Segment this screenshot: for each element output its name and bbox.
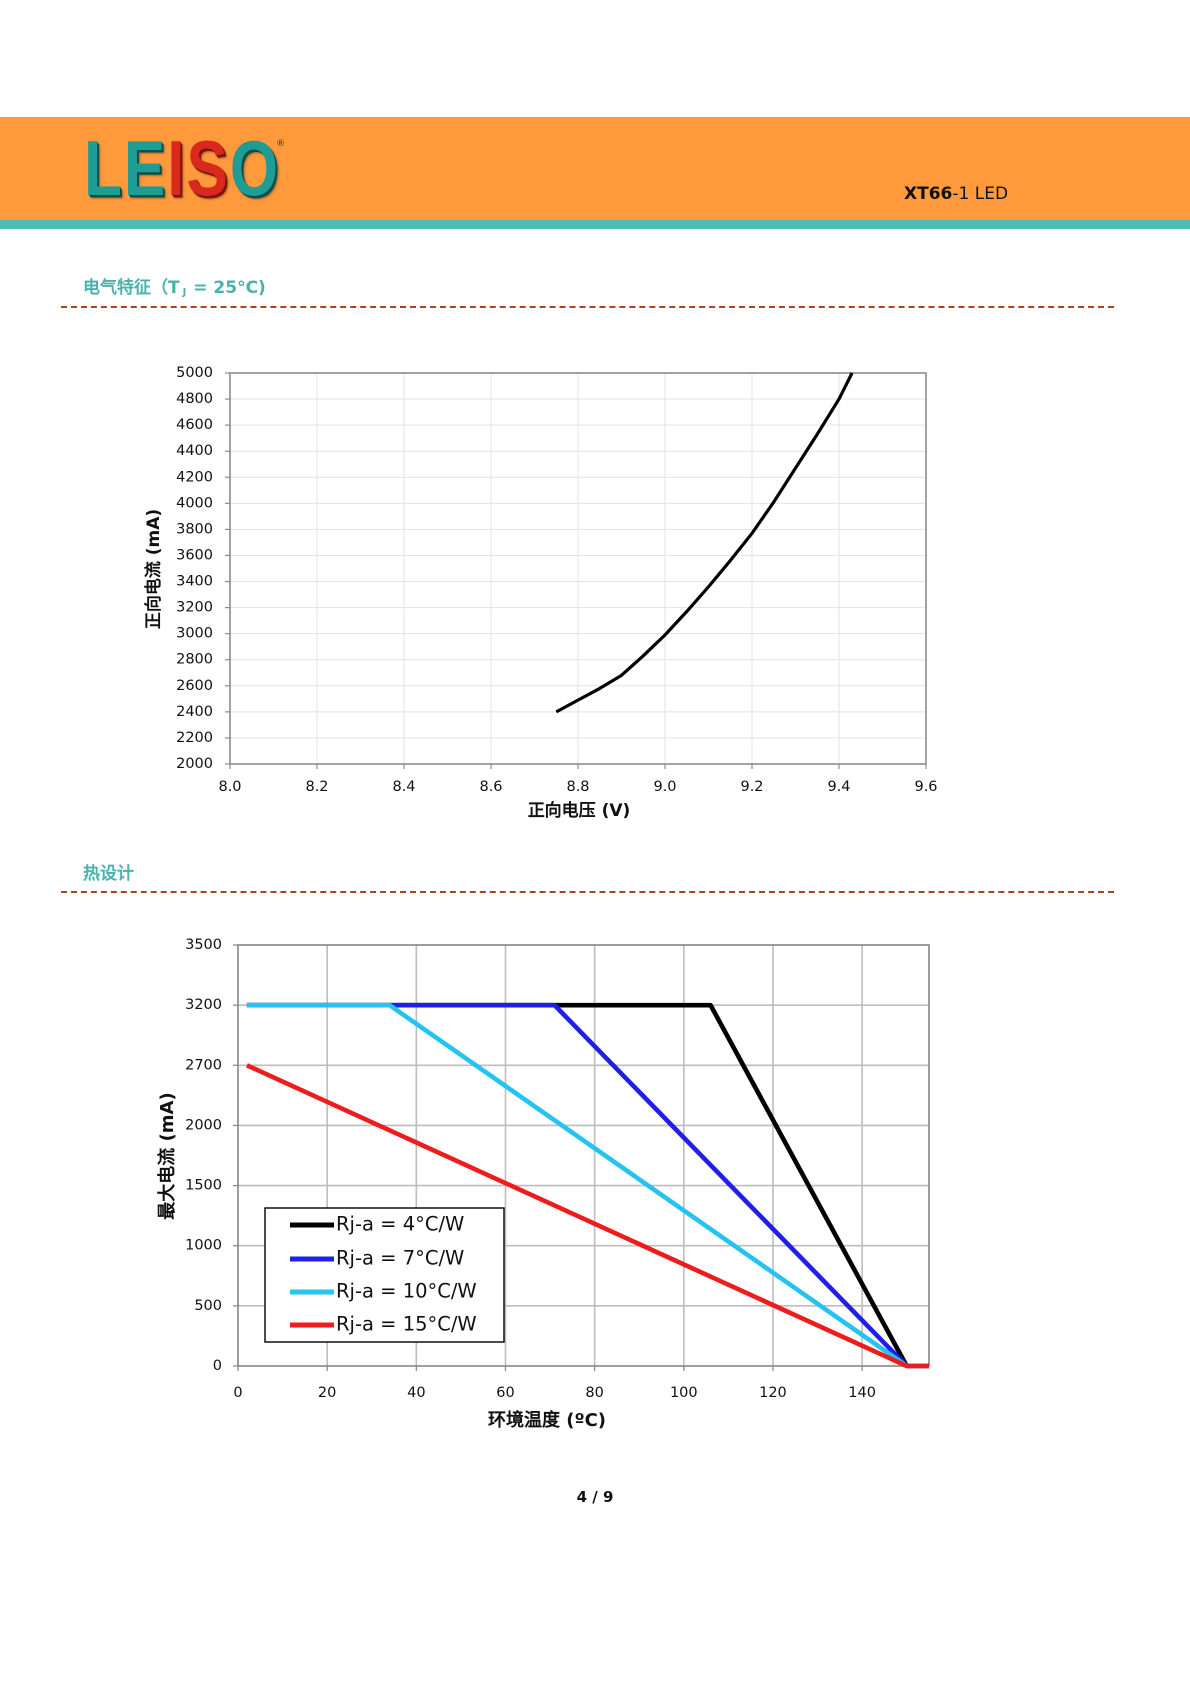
x-tick-label: 9.0 — [653, 779, 676, 795]
x-tick-label: 8.0 — [218, 779, 241, 795]
y-tick-label: 2600 — [176, 678, 213, 694]
y-tick-label: 4800 — [176, 391, 213, 407]
legend-item: Rj-a = 15°C/W — [290, 1313, 477, 1336]
x-tick-label: 0 — [233, 1385, 242, 1401]
logo-letter: I — [167, 126, 187, 213]
y-tick-label: 3600 — [176, 547, 213, 563]
product-model-suffix: -1 LED — [952, 184, 1009, 204]
section-title-subscript: J — [182, 287, 187, 298]
y-axis-title: 正向电流 (mA) — [143, 509, 164, 629]
y-tick-label: 3400 — [176, 574, 213, 590]
plot-area: 8.0 8.2 8.4 8.6 8.8 9.0 9.2 9.4 9.6 2000 2200 2400 2… — [176, 365, 937, 795]
forward-current-vs-voltage-chart: 正向电流 (mA) 正向电压 (V) 8.0 8.2 8.4 8.6 8.8 9.0 9.2… — [143, 365, 938, 821]
x-axis-title: 正向电压 (V) — [528, 800, 631, 821]
x-tick-label: 8.2 — [305, 779, 328, 795]
logo-letter: E — [123, 126, 168, 213]
section-title-condition: = 25°C) — [187, 278, 266, 298]
legend-label: Rj-a = 4°C/W — [336, 1213, 464, 1236]
y-tick-label: 4000 — [176, 495, 213, 511]
x-tick-label: 8.4 — [392, 779, 415, 795]
product-model-code: XT66 — [904, 184, 953, 204]
y-axis-title: 最大电流 (mA) — [156, 1092, 178, 1219]
y-tick-label: 2700 — [185, 1057, 222, 1073]
page-number: 4 / 9 — [576, 1488, 614, 1506]
section-divider — [61, 891, 1114, 893]
y-tick-label: 3200 — [185, 997, 222, 1013]
legend-label: Rj-a = 7°C/W — [336, 1247, 464, 1270]
legend-label: Rj-a = 10°C/W — [336, 1280, 477, 1303]
x-tick-label: 9.6 — [914, 779, 937, 795]
y-tick-label: 500 — [194, 1298, 222, 1314]
x-tick-label: 40 — [407, 1385, 425, 1401]
section-title-electrical: 电气特征（T J = 25°C) — [83, 278, 266, 303]
series-line-1 — [555, 372, 854, 714]
legend-item: Rj-a = 7°C/W — [290, 1247, 464, 1270]
y-tick-label: 3000 — [176, 626, 213, 642]
x-tick-label: 9.4 — [827, 779, 850, 795]
y-tick-label: 2000 — [176, 756, 213, 772]
header-band — [0, 117, 1190, 220]
x-tick-label: 8.8 — [566, 779, 589, 795]
y-tick-label: 4200 — [176, 469, 213, 485]
section-title-text: 电气特征（T — [83, 278, 180, 298]
x-tick-label: 9.2 — [740, 779, 763, 795]
legend: Rj-a = 4°C/W Rj-a = 7°C/W Rj-a = 10°C/W Rj-… — [264, 1207, 505, 1343]
logo-letter: S — [186, 126, 230, 213]
x-tick-label: 20 — [318, 1385, 336, 1401]
x-tick-label: 80 — [585, 1385, 603, 1401]
plot-area: 0 20 40 60 80 100 120 140 0 500 1000 1500 2000 2700 32… — [185, 937, 930, 1401]
y-tick-label: 0 — [213, 1358, 222, 1374]
logo-letter: L — [84, 126, 124, 213]
x-tick-label: 140 — [848, 1385, 876, 1401]
section-divider — [61, 306, 1114, 308]
y-tick-label: 2200 — [176, 730, 213, 746]
product-model: XT66-1 LED — [904, 184, 1008, 204]
legend-item: Rj-a = 4°C/W — [290, 1213, 464, 1236]
x-tick-label: 8.6 — [479, 779, 502, 795]
y-tick-label: 1500 — [185, 1178, 222, 1194]
y-tick-label: 1000 — [185, 1238, 222, 1254]
legend-box — [264, 1207, 505, 1343]
series-line-3 — [246, 1002, 909, 1368]
y-tick-label: 4600 — [176, 417, 213, 433]
y-tick-label: 4400 — [176, 443, 213, 459]
x-tick-label: 60 — [496, 1385, 514, 1401]
y-tick-label: 2400 — [176, 704, 213, 720]
header-stripe — [0, 220, 1190, 229]
legend-item: Rj-a = 10°C/W — [290, 1280, 477, 1303]
x-tick-label: 100 — [670, 1385, 698, 1401]
registered-mark: ® — [276, 139, 285, 149]
x-tick-label: 120 — [759, 1385, 787, 1401]
y-tick-label: 2000 — [185, 1117, 222, 1133]
x-axis-title: 环境温度 (ºC) — [488, 1409, 606, 1431]
brand-logo: LEISO — [84, 130, 280, 209]
max-current-derating-chart: 最大电流 (mA) 环境温度 (ºC) 0 20 40 60 80 100 120 140 0 5… — [156, 937, 930, 1431]
y-tick-label: 3200 — [176, 600, 213, 616]
series-line-4 — [245, 1063, 929, 1369]
legend-label: Rj-a = 15°C/W — [336, 1313, 477, 1336]
logo-letter: O — [229, 126, 281, 213]
y-tick-label: 3800 — [176, 521, 213, 537]
plot-frame — [229, 372, 927, 765]
y-tick-label: 3500 — [185, 937, 222, 953]
y-tick-label: 2800 — [176, 652, 213, 668]
section-title-thermal: 热设计 — [83, 864, 134, 884]
y-tick-label: 5000 — [176, 365, 213, 381]
plot-frame — [237, 944, 930, 1367]
